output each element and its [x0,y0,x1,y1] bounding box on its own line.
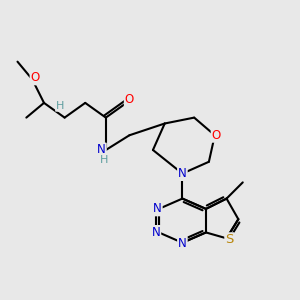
Text: N: N [178,237,187,250]
Text: O: O [125,93,134,106]
Text: S: S [225,233,234,246]
Text: N: N [152,226,160,239]
Text: N: N [153,202,162,215]
Text: O: O [31,71,40,84]
Text: H: H [100,155,109,165]
Text: N: N [178,167,187,180]
Text: N: N [97,143,106,157]
Text: H: H [56,101,64,111]
Text: O: O [212,129,221,142]
